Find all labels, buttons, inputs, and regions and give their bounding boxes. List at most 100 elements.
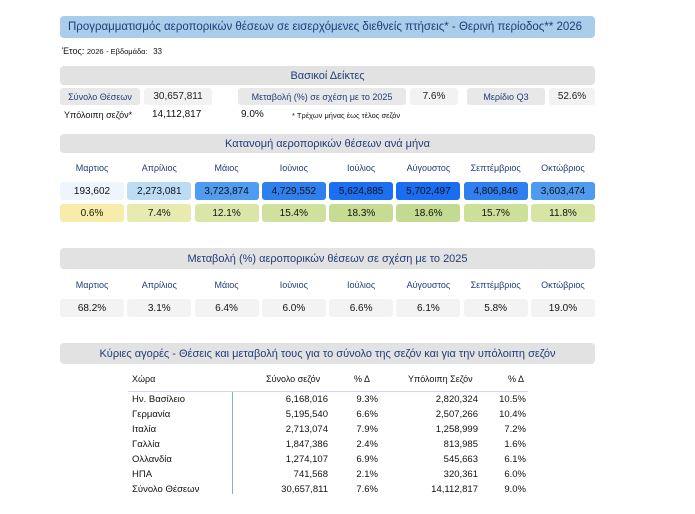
monthly-share-cell: 0.6% (60, 204, 124, 222)
monthly-seats-cell: 3,723,874 (194, 182, 259, 200)
table-row: Γαλλία 1,847,386 2.4% 813,985 1.6% (128, 439, 528, 454)
monthly-header: Κατανομή αεροπορικών θέσεων ανά μήνα (60, 134, 595, 153)
table-row: Ην. Βασίλειο 6,168,016 9.3% 2,820,324 10.5% (128, 394, 528, 409)
monthly-shares-row: 0.6% 7.4% 12.1% 15.4% 18.3% 18.6% 15.7% 11.8% (60, 204, 595, 222)
table-cell-value: 7.6% (356, 484, 378, 495)
monthly-seats-cell: 4,806,846 (463, 182, 528, 200)
table-cell-value: 1.6% (504, 439, 526, 450)
table-row: Ιταλία 2,713,074 7.9% 1,258,999 7.2% (128, 424, 528, 439)
table-row: ΗΠΑ 741,568 2.1% 320,361 6.0% (128, 469, 528, 484)
monthly-seats-cell: 3,603,474 (530, 182, 595, 200)
monthly-month-label: Αύγουστος (406, 163, 451, 173)
total-seats-label: Σύνολο Θέσεων (60, 88, 140, 105)
table-cell-value: 1,258,999 (435, 424, 478, 435)
monthly-share-cell: 11.8% (530, 204, 595, 222)
monthly-share-cell: 15.4% (261, 204, 326, 222)
year-week-line: Έτος: 2026 - Εβδομάδα: 33 (62, 46, 162, 56)
table-column-header: Χώρα (132, 374, 156, 384)
table-cell-value: 1,274,107 (285, 454, 328, 465)
table-row: Γερμανία 5,195,540 6.6% 2,507,266 10.4% (128, 409, 528, 424)
table-cell-value: 320,361 (443, 469, 478, 480)
change-month-label: Μαρτιος (75, 280, 109, 290)
table-cell-country: Ιταλία (132, 424, 157, 435)
table-cell-value: 2.4% (356, 439, 378, 450)
table-cell-value: 6,168,016 (285, 394, 328, 405)
monthly-month-label: Σεπτέμβριος (470, 163, 521, 173)
monthly-month-label: Μάιος (214, 163, 239, 173)
table-row: Σύνολο Θέσεων 30,657,811 7.6% 14,112,817 9.0… (128, 484, 528, 499)
change-header: Μεταβολή (%) αεροπορικών θέσεων σε σχέση… (60, 248, 595, 269)
share-value: 52.6% (549, 88, 595, 105)
table-column-header: Σύνολο σεζόν (266, 374, 321, 384)
remaining-change: 9.0% (241, 109, 264, 120)
week-value: 33 (153, 47, 162, 56)
year-value: 2026 (86, 47, 104, 56)
table-cell-value: 30,657,811 (281, 484, 328, 495)
table-cell-country: Γαλλία (132, 439, 160, 450)
markets-header: Κύριες αγορές - Θέσεις και μεταβολή τους… (60, 343, 595, 364)
change-month-label: Ιούλιος (346, 280, 376, 290)
monthly-month-label: Μαρτιος (75, 163, 109, 173)
change-value: 7.6% (410, 88, 458, 105)
week-label: - Εβδομάδα: (106, 47, 148, 56)
monthly-seats-cell: 2,273,081 (127, 182, 192, 200)
change-month-label: Απρίλιος (141, 280, 177, 290)
monthly-share-cell: 18.3% (329, 204, 394, 222)
table-row: Ολλανδία 1,274,107 6.9% 545,663 6.1% (128, 454, 528, 469)
change-value-cell: 6.1% (396, 299, 461, 317)
change-value-cell: 68.2% (60, 299, 124, 317)
table-cell-value: 2.1% (356, 469, 378, 480)
table-cell-value: 813,985 (443, 439, 478, 450)
table-cell-value: 7.9% (356, 424, 378, 435)
table-cell-value: 6.1% (504, 454, 526, 465)
table-cell-value: 5,195,540 (285, 409, 328, 420)
table-cell-value: 6.9% (356, 454, 378, 465)
change-month-label: Οκτώβριος (541, 280, 585, 290)
change-value-cell: 19.0% (530, 299, 595, 317)
table-header-divider (128, 391, 528, 392)
table-cell-country: Σύνολο Θέσεων (132, 484, 200, 495)
table-cell-value: 14,112,817 (431, 484, 478, 495)
change-value-cell: 6.4% (194, 299, 259, 317)
change-month-names: Μαρτιος Απρίλιος Μάιος Ιούνιος Ιούλιος Αύγουσ… (60, 280, 595, 290)
kpi-header: Βασικοί Δείκτες (60, 66, 595, 85)
total-seats-value: 30,657,811 (144, 88, 212, 105)
change-values-row: 68.2% 3.1% 6.4% 6.0% 6.6% 6.1% 5.8% 19.0% (60, 299, 595, 317)
table-cell-value: 10.4% (499, 409, 526, 420)
monthly-seats-cell: 193,602 (60, 182, 124, 200)
table-cell-value: 2,713,074 (285, 424, 328, 435)
table-cell-value: 6.6% (356, 409, 378, 420)
table-cell-value: 2,507,266 (435, 409, 478, 420)
monthly-seats-cell: 5,624,885 (329, 182, 394, 200)
table-column-header: % Δ (354, 374, 371, 384)
remaining-value: 14,112,817 (152, 109, 202, 120)
monthly-share-cell: 12.1% (194, 204, 259, 222)
footnote: * Τρέχων μήνας έως τέλος σεζόν (292, 111, 401, 120)
monthly-month-label: Οκτώβριος (541, 163, 585, 173)
change-value-cell: 6.0% (261, 299, 326, 317)
table-cell-country: Ην. Βασίλειο (132, 394, 186, 405)
monthly-seats-cell: 4,729,552 (261, 182, 326, 200)
change-month-label: Ιούνιος (279, 280, 308, 290)
table-cell-value: 545,663 (443, 454, 478, 465)
monthly-share-cell: 18.6% (396, 204, 461, 222)
year-label: Έτος: (62, 46, 85, 56)
table-cell-value: 7.2% (504, 424, 526, 435)
share-label: Μερίδιο Q3 (467, 88, 545, 105)
table-column-header: Υπόλοιπη Σεζόν (408, 374, 473, 384)
table-cell-value: 9.3% (356, 394, 378, 405)
change-value-cell: 5.8% (463, 299, 528, 317)
table-cell-value: 10.5% (499, 394, 526, 405)
change-month-label: Σεπτέμβριος (470, 280, 521, 290)
monthly-month-names: Μαρτιος Απρίλιος Μάιος Ιούνιος Ιούλιος Αύγουσ… (60, 163, 595, 173)
change-label: Μεταβολή (%) σε σχέση με το 2025 (238, 88, 406, 105)
table-cell-value: 6.0% (504, 469, 526, 480)
table-column-header: % Δ (508, 374, 525, 384)
table-cell-country: ΗΠΑ (132, 469, 153, 480)
table-column-divider (232, 392, 233, 494)
page-title: Προγραμματισμός αεροπορικών θέσεων σε ει… (60, 16, 595, 38)
table-cell-country: Ολλανδία (132, 454, 172, 465)
change-month-label: Μάιος (214, 280, 239, 290)
monthly-share-cell: 15.7% (463, 204, 528, 222)
change-value-cell: 6.6% (329, 299, 394, 317)
